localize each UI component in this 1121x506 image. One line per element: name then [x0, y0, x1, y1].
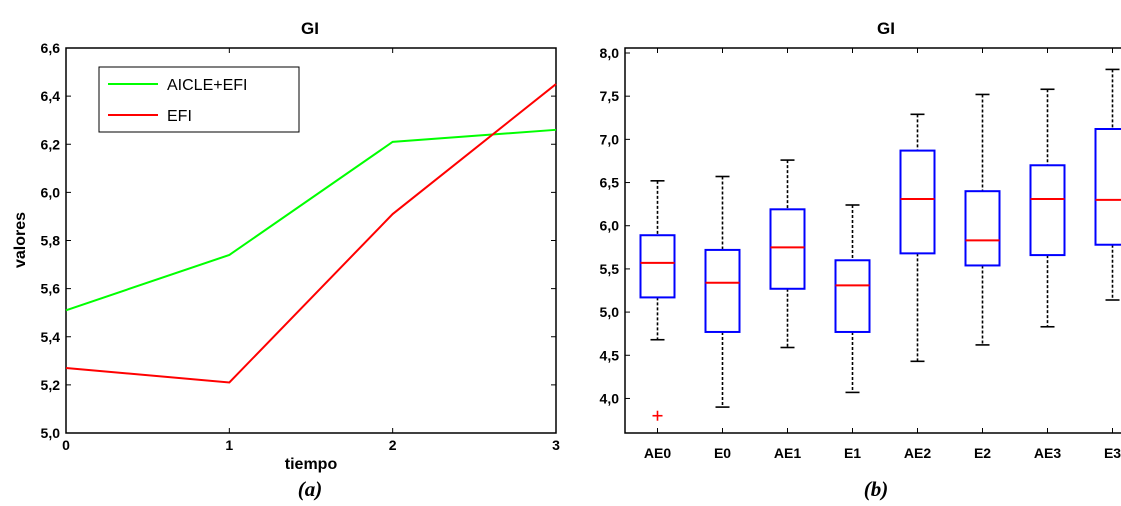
series-line-efi	[65, 83, 557, 384]
box-plot-x-axis: AE0 E0 AE1 E1 AE2 E2 AE3 E3	[644, 48, 1121, 461]
x-tick-label: 0	[62, 437, 70, 453]
line-chart-legend: AICLE+EFI EFI	[98, 66, 300, 133]
y-tick-label: 8,0	[600, 45, 620, 61]
x-tick-label: E1	[844, 445, 861, 461]
box-ae2	[899, 113, 936, 363]
legend-label-aicle-efi: AICLE+EFI	[167, 77, 247, 94]
y-tick-label: 7,0	[600, 131, 620, 147]
box-e0	[704, 175, 741, 408]
x-tick-label: AE2	[904, 445, 931, 461]
series-line-aicle-efi	[65, 128, 557, 312]
panel-label-a: (a)	[298, 477, 323, 501]
box-iqr	[704, 248, 741, 333]
box-iqr	[834, 259, 871, 333]
y-tick-label: 6,2	[41, 136, 61, 152]
box-iqr	[1029, 164, 1066, 257]
y-tick-label: 7,5	[600, 88, 620, 104]
x-tick-label: 1	[225, 437, 233, 453]
y-tick-label: 5,4	[41, 329, 61, 345]
box-iqr	[769, 208, 806, 290]
line-chart-y-axis: 5,0 5,2 5,4 5,6 5,8 6,0 6,2 6,4 6,6	[41, 40, 556, 441]
y-tick-label: 5,8	[41, 233, 61, 249]
x-tick-label: E0	[714, 445, 731, 461]
y-tick-label: 5,6	[41, 281, 61, 297]
y-tick-label: 5,2	[41, 377, 61, 393]
box-ae1	[769, 159, 806, 349]
x-tick-label: AE1	[774, 445, 801, 461]
line-chart-x-label: tiempo	[285, 456, 338, 473]
y-tick-label: 4,5	[600, 347, 620, 363]
line-chart-x-axis: 0 1 2 3	[62, 48, 560, 453]
box-iqr	[899, 149, 936, 255]
box-e1	[834, 204, 871, 394]
box-plot-frame	[624, 47, 1121, 434]
y-tick-label: 5,0	[600, 304, 620, 320]
y-tick-label: 4,0	[600, 390, 620, 406]
x-tick-label: 3	[552, 437, 560, 453]
line-chart-panel: GI 5,0 5,2 5,4 5,6 5,8 6,0 6,2 6,4 6,6 0 1 2 3 AICL…	[12, 19, 560, 501]
x-tick-label: E3	[1104, 445, 1121, 461]
box-iqr	[1094, 128, 1121, 246]
x-tick-label: AE0	[644, 445, 671, 461]
legend-box	[98, 66, 300, 133]
box-iqr	[639, 234, 676, 299]
y-tick-label: 6,5	[600, 175, 620, 191]
outlier-marker	[652, 410, 663, 421]
box-plot-title: GI	[877, 19, 895, 38]
y-tick-label: 5,5	[600, 261, 620, 277]
legend-label-efi: EFI	[167, 108, 192, 125]
y-tick-label: 5,0	[41, 425, 61, 441]
y-tick-label: 6,6	[41, 40, 61, 56]
x-tick-label: E2	[974, 445, 991, 461]
line-chart-title: GI	[301, 19, 319, 38]
x-tick-label: 2	[389, 437, 397, 453]
x-tick-label: AE3	[1034, 445, 1061, 461]
box-plot-y-axis: 4,0 4,5 5,0 5,5 6,0 6,5 7,0 7,5 8,0	[600, 45, 630, 406]
box-ae3	[1029, 88, 1066, 328]
box-e2	[964, 93, 1001, 346]
box-plot-panel: GI 4,0 4,5 5,0 5,5 6,0 6,5 7,0 7,5 8,0 AE0 E0 AE1 E…	[600, 19, 1121, 501]
box-ae0	[639, 180, 676, 421]
y-tick-label: 6,0	[600, 218, 620, 234]
line-chart-y-label: valores	[12, 212, 29, 268]
y-tick-label: 6,0	[41, 184, 61, 200]
box-e3	[1094, 68, 1121, 301]
box-plot-boxes	[639, 68, 1121, 421]
y-tick-label: 6,4	[41, 88, 61, 104]
panel-label-b: (b)	[864, 477, 889, 501]
box-iqr	[964, 190, 1001, 267]
line-chart-series	[65, 83, 557, 384]
